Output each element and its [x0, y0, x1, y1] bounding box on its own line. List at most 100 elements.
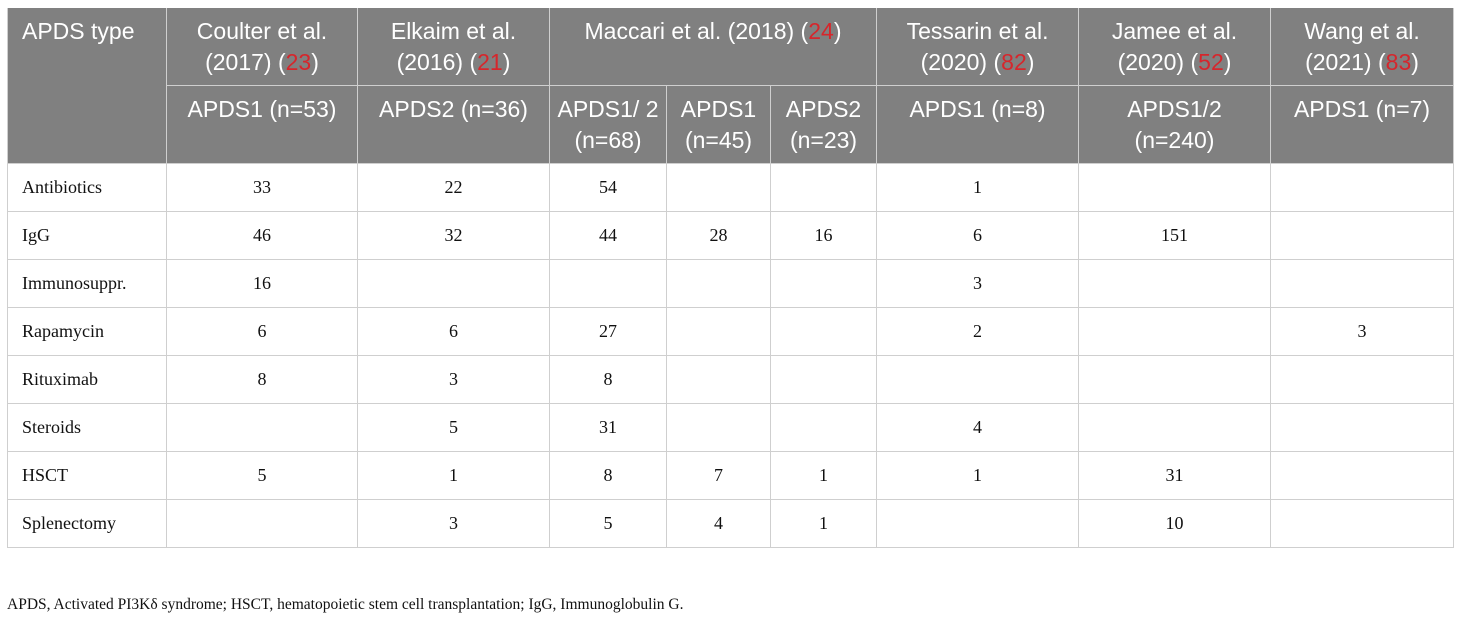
table-cell: 5: [549, 499, 667, 548]
table-cell: 1: [769, 451, 878, 500]
table-cell: 16: [769, 211, 878, 260]
table-cell: [1270, 499, 1455, 548]
table-row: Rapamycin 6 6 27 2 3: [7, 307, 1455, 356]
header-row-cohorts: APDS1 (n=53) APDS2 (n=36) APDS1/ 2 (n=68…: [8, 85, 1455, 164]
header-study: Elkaim et al. (2016) (21): [357, 8, 550, 86]
table-cell: 32: [357, 211, 550, 260]
table-cell: 1: [876, 451, 1080, 500]
table-cell: 5: [357, 403, 550, 452]
reference-link[interactable]: 21: [477, 49, 503, 75]
table-cell: [666, 355, 771, 404]
row-label: Rituximab: [7, 355, 167, 404]
reference-link[interactable]: 82: [1001, 49, 1027, 75]
table-cell: 46: [166, 211, 358, 260]
table-cell: [1270, 211, 1455, 260]
table-cell: 28: [666, 211, 771, 260]
table-cell: [549, 259, 667, 308]
row-label: IgG: [7, 211, 167, 260]
table-cell: 27: [549, 307, 667, 356]
row-label: Immunosuppr.: [7, 259, 167, 308]
table-cell: 54: [549, 163, 667, 212]
table-row: HSCT 5 1 8 7 1 1 31: [7, 451, 1455, 500]
table-cell: [666, 163, 771, 212]
table-cell: [1270, 451, 1455, 500]
table-cell: 6: [357, 307, 550, 356]
table-cell: 2: [876, 307, 1080, 356]
reference-link[interactable]: 52: [1198, 49, 1224, 75]
table-cell: 5: [166, 451, 358, 500]
table-cell: [769, 163, 878, 212]
table-cell: [769, 307, 878, 356]
table-row: Immunosuppr. 16 3: [7, 259, 1455, 308]
table-cell: [876, 355, 1080, 404]
table-cell: [357, 259, 550, 308]
reference-link[interactable]: 83: [1385, 49, 1412, 75]
table-cell: [1270, 403, 1455, 452]
table-cell: 1: [769, 499, 878, 548]
table-cell: [1078, 163, 1272, 212]
table-cell: 16: [166, 259, 358, 308]
table-cell: 6: [166, 307, 358, 356]
header-study: Maccari et al. (2018) (24): [548, 8, 878, 86]
header-study: Coulter et al. (2017) (23): [166, 8, 358, 86]
data-table-container: APDS type Coulter et al. (2017) (23) Elk…: [7, 8, 1455, 548]
table-cell: 8: [549, 355, 667, 404]
header-study: Wang et al. (2021) (83): [1270, 8, 1455, 86]
table-cell: 8: [549, 451, 667, 500]
table-cell: [1078, 403, 1272, 452]
table-cell: [166, 403, 358, 452]
table-row: Antibiotics 33 22 54 1: [7, 163, 1455, 212]
table-cell: 3: [1270, 307, 1455, 356]
row-label: Splenectomy: [7, 499, 167, 548]
header-cohort: APDS2 (n=36): [357, 85, 550, 164]
table-cell: [666, 307, 771, 356]
table-cell: 33: [166, 163, 358, 212]
table-row: IgG 46 32 44 28 16 6 151: [7, 211, 1455, 260]
table-cell: 8: [166, 355, 358, 404]
table-cell: 31: [1078, 451, 1272, 500]
header-cohort: APDS1/2 (n=240): [1078, 85, 1272, 164]
header-cohort: APDS1 (n=7): [1270, 85, 1455, 164]
table-cell: [166, 499, 358, 548]
table-cell: [876, 499, 1080, 548]
table-cell: 4: [666, 499, 771, 548]
table-cell: [1270, 355, 1455, 404]
table-body: Antibiotics 33 22 54 1 IgG 46 32 44 28 16 6 151 Immun…: [7, 163, 1455, 548]
table-cell: 7: [666, 451, 771, 500]
table-header: APDS type Coulter et al. (2017) (23) Elk…: [7, 8, 1455, 164]
table-cell: 10: [1078, 499, 1272, 548]
table-cell: 6: [876, 211, 1080, 260]
header-study: Jamee et al. (2020) (52): [1078, 8, 1272, 86]
table-cell: [1078, 307, 1272, 356]
row-label: Antibiotics: [7, 163, 167, 212]
treatment-table: APDS type Coulter et al. (2017) (23) Elk…: [7, 8, 1455, 548]
header-cohort: APDS1 (n=53): [166, 85, 358, 164]
header-row-studies: APDS type Coulter et al. (2017) (23) Elk…: [7, 8, 1455, 164]
table-cell: 1: [876, 163, 1080, 212]
table-row: Rituximab 8 3 8: [7, 355, 1455, 404]
reference-link[interactable]: 23: [285, 49, 312, 75]
header-cohort: APDS1 (n=8): [876, 85, 1080, 164]
table-row: Steroids 5 31 4: [7, 403, 1455, 452]
table-cell: [1078, 259, 1272, 308]
row-label: Rapamycin: [7, 307, 167, 356]
table-cell: [1270, 163, 1455, 212]
table-cell: [769, 259, 878, 308]
header-cohort: APDS2 (n=23): [769, 85, 878, 164]
header-study: Tessarin et al. (2020) (82): [876, 8, 1080, 86]
table-cell: 22: [357, 163, 550, 212]
table-cell: [769, 403, 878, 452]
header-cohort: APDS1/ 2 (n=68): [549, 85, 667, 164]
table-cell: 1: [357, 451, 550, 500]
row-label: HSCT: [7, 451, 167, 500]
table-cell: 3: [357, 355, 550, 404]
table-cell: [1270, 259, 1455, 308]
table-cell: 31: [549, 403, 667, 452]
reference-link[interactable]: 24: [808, 18, 834, 44]
table-cell: [1078, 355, 1272, 404]
table-cell: [769, 355, 878, 404]
table-cell: 4: [876, 403, 1080, 452]
table-cell: [666, 259, 771, 308]
table-row: Splenectomy 3 5 4 1 10: [7, 499, 1455, 548]
table-cell: [666, 403, 771, 452]
